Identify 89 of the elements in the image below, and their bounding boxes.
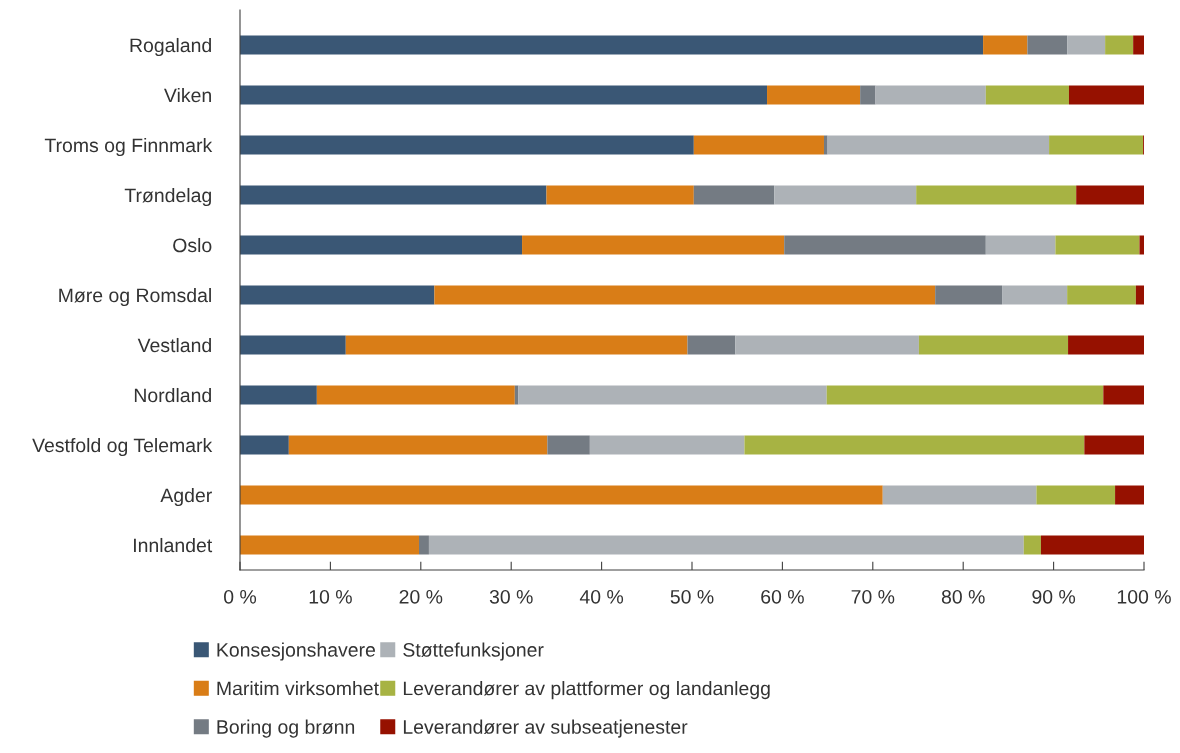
bar	[1139, 235, 1144, 255]
bar	[288, 435, 548, 455]
bar	[240, 535, 419, 555]
bar	[823, 135, 828, 155]
bar	[1068, 335, 1144, 355]
y-tick-label: Agder	[160, 487, 212, 507]
legend-label: Leverandører av subseatjenester	[403, 719, 688, 738]
x-tick-label: 80 %	[941, 589, 985, 604]
bar	[1055, 235, 1140, 255]
x-tick-label: 100 %	[1117, 589, 1171, 604]
x-tick-label: 40 %	[579, 589, 624, 604]
x-tick-label: 50 %	[670, 589, 714, 604]
bar	[935, 285, 1003, 305]
bar	[240, 385, 317, 405]
bar	[1076, 185, 1144, 205]
x-tick-label: 60 %	[761, 589, 804, 604]
y-tick-label: Rogaland	[130, 37, 211, 57]
y-tick-label: Troms og Finnmark	[44, 137, 213, 157]
bar	[240, 85, 768, 105]
x-tick-label: 70 %	[851, 589, 895, 604]
bar	[784, 235, 986, 255]
bar	[985, 85, 1069, 105]
x-tick-label: 30 %	[489, 589, 533, 604]
bar	[240, 235, 523, 255]
bar	[240, 185, 547, 205]
legend-label: Maritim virksomhet	[217, 681, 379, 696]
bar	[428, 535, 1024, 555]
bar	[1133, 35, 1144, 55]
y-tick-label: Innlandet	[134, 537, 213, 553]
bar	[744, 435, 1085, 455]
bar	[522, 235, 785, 255]
bar	[882, 485, 1037, 505]
y-tick-label: Nordland	[134, 387, 211, 403]
bar	[1027, 35, 1068, 55]
y-tick-label: Møre og Romsdal	[59, 287, 211, 307]
y-tick-label: Oslo	[173, 237, 212, 253]
bar	[916, 185, 1077, 205]
bar	[240, 285, 435, 305]
x-tick-label: 10 %	[309, 589, 352, 604]
bar	[546, 185, 694, 205]
bar	[1103, 385, 1144, 405]
bar	[240, 435, 289, 455]
legend-label: Boring og brønn	[217, 719, 355, 738]
bar	[1068, 85, 1144, 105]
y-tick-label: Vestfold og Telemark	[32, 437, 213, 457]
bar	[767, 85, 861, 105]
bar	[1115, 485, 1144, 505]
bar	[774, 185, 917, 205]
bar	[875, 85, 986, 105]
bar	[1040, 535, 1144, 555]
bar	[434, 285, 936, 305]
bar	[547, 435, 590, 455]
bar	[983, 35, 1028, 55]
bar	[418, 535, 429, 555]
bar	[860, 85, 876, 105]
bar	[1002, 285, 1068, 305]
bar	[687, 335, 736, 355]
bar	[1105, 35, 1134, 55]
bar	[316, 385, 515, 405]
y-tick-label: Trøndelag	[124, 187, 211, 207]
legend-label: Konsesjonshavere	[217, 642, 375, 661]
y-tick-label: Vestland	[137, 337, 211, 353]
bar	[518, 385, 827, 405]
legend-label: Leverandører av plattformer og landanlegg	[403, 681, 770, 700]
bar	[1036, 485, 1116, 505]
bar	[240, 485, 883, 505]
y-tick-label: Viken	[164, 87, 211, 103]
bar	[826, 385, 1104, 405]
legend-label: Støttefunksjoner	[403, 642, 544, 661]
bar	[345, 335, 688, 355]
bar	[693, 185, 775, 205]
bar	[827, 135, 1050, 155]
bar	[589, 435, 745, 455]
bar	[918, 335, 1069, 355]
bar	[985, 235, 1056, 255]
bar	[1067, 35, 1106, 55]
bar	[240, 35, 984, 55]
bar	[1049, 135, 1144, 155]
x-tick-label: 90 %	[1032, 589, 1076, 604]
bar	[1135, 285, 1144, 305]
bar	[1023, 535, 1041, 555]
bar	[1067, 285, 1136, 305]
x-tick-label: 20 %	[399, 589, 443, 604]
bar	[240, 135, 694, 155]
x-tick-label: 0 %	[224, 589, 257, 604]
bar	[240, 335, 346, 355]
bar	[735, 335, 919, 355]
bar	[693, 135, 824, 155]
bar	[1084, 435, 1144, 455]
